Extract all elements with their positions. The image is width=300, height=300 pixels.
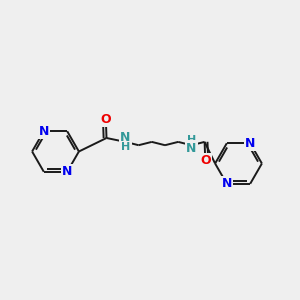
Text: N: N [186, 142, 197, 155]
Text: H: H [121, 142, 130, 152]
Text: H: H [187, 135, 196, 146]
Text: N: N [39, 125, 49, 138]
Text: N: N [222, 177, 232, 190]
Text: N: N [245, 137, 255, 150]
Text: O: O [100, 112, 111, 126]
Text: O: O [200, 154, 211, 167]
Text: N: N [120, 131, 130, 144]
Text: N: N [62, 165, 72, 178]
